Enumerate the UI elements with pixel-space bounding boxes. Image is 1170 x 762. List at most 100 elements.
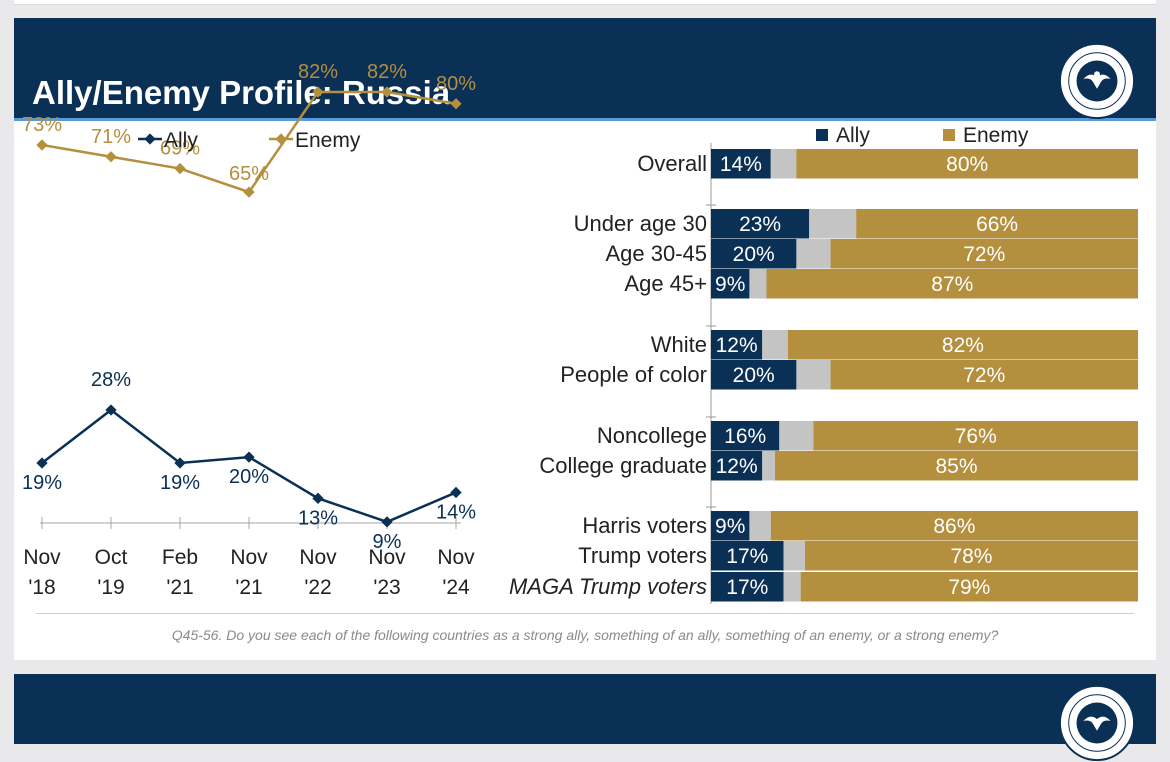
neither-bar (809, 209, 857, 239)
ally-data-label: 19% (160, 472, 200, 494)
enemy-bar (830, 360, 1138, 390)
category-label: Noncollege (597, 423, 707, 448)
enemy-bar (830, 239, 1138, 269)
enemy-bar (770, 511, 1138, 541)
enemy-data-point (450, 98, 462, 110)
ally-data-label: 28% (91, 369, 131, 391)
enemy-data-label: 65% (229, 163, 269, 185)
ally-data-label: 9% (373, 531, 402, 553)
x-tick-label-year: '24 (442, 576, 470, 599)
ally-bar (711, 269, 750, 299)
ally-data-point (450, 486, 462, 499)
ally-data-point (174, 457, 186, 469)
enemy-bar-value-label: 72% (963, 243, 1005, 266)
neither-bar (783, 541, 805, 571)
enemy-bar-value-label: 79% (948, 576, 990, 599)
enemy-legend-swatch (943, 129, 955, 141)
enemy-bar-value-label: 76% (955, 425, 997, 448)
chart-area: Nov '18 Oct '19 Feb '21 Nov '21 Nov '22 Nov '23 Nov '… (22, 61, 1138, 604)
footnote-rule (36, 613, 1134, 614)
ally-bar (711, 511, 750, 541)
enemy-data-label: 82% (298, 61, 338, 83)
neither-bar (796, 360, 831, 390)
enemy-bar-value-label: 85% (936, 455, 978, 478)
ally-bar-value-label: 20% (733, 243, 775, 266)
x-tick-label-month: Nov (230, 546, 268, 569)
ally-bar-value-label: 20% (733, 364, 775, 387)
next-slide-seal-logo (1058, 684, 1136, 762)
ally-legend-label: Ally (164, 129, 198, 152)
enemy-data-point (243, 186, 255, 198)
neither-bar (749, 511, 771, 541)
enemy-bar-value-label: 86% (933, 515, 975, 538)
ally-bar (711, 330, 763, 360)
neither-bar (770, 149, 797, 179)
neither-bar (762, 330, 788, 360)
neither-bar (762, 451, 776, 481)
ally-bar (711, 541, 784, 571)
ally-bar-value-label: 17% (726, 545, 768, 568)
category-label: Under age 30 (574, 211, 707, 236)
enemy-bar (856, 209, 1138, 239)
ally-bar-value-label: 9% (715, 273, 745, 296)
enemy-legend-label: Enemy (295, 129, 361, 152)
category-label: Harris voters (582, 513, 707, 538)
x-tick-label-year: '21 (166, 576, 193, 599)
neither-bar (779, 421, 814, 451)
category-label: College graduate (539, 453, 707, 478)
x-tick-label-month: Oct (95, 546, 128, 569)
enemy-bar (800, 572, 1138, 602)
ally-bar (711, 421, 780, 451)
x-tick-label-month: Nov (299, 546, 337, 569)
next-slide-header (14, 674, 1156, 744)
x-tick-label-month: Nov (23, 546, 61, 569)
ally-bar (711, 149, 771, 179)
enemy-bar (766, 269, 1138, 299)
enemy-bar-value-label: 66% (976, 213, 1018, 236)
enemy-data-point (36, 139, 48, 151)
category-label: Trump voters (578, 543, 707, 568)
neither-bar (783, 572, 801, 602)
ally-bar-value-label: 14% (720, 153, 762, 176)
neither-bar (796, 239, 831, 269)
category-label: Age 45+ (624, 271, 707, 296)
ally-data-point (381, 516, 393, 528)
ally-data-point (243, 451, 255, 463)
category-label: Overall (637, 151, 707, 176)
ally-data-label: 20% (229, 466, 269, 488)
ally-legend-swatch (816, 129, 828, 141)
ally-data-point (312, 492, 324, 504)
category-label: MAGA Trump voters (509, 574, 707, 599)
enemy-bar (787, 330, 1138, 360)
enemy-data-label: 82% (367, 61, 407, 83)
ally-bar-value-label: 16% (724, 425, 766, 448)
ally-bar (711, 209, 810, 239)
x-tick-label-year: '23 (373, 576, 400, 599)
ally-legend-marker (144, 133, 156, 145)
ally-bar (711, 572, 784, 602)
enemy-bar-value-label: 82% (942, 334, 984, 357)
enemy-bar (804, 541, 1138, 571)
enemy-bar (775, 451, 1138, 481)
enemy-bar-value-label: 78% (950, 545, 992, 568)
enemy-bar (796, 149, 1138, 179)
enemy-data-point (105, 151, 117, 163)
x-tick-label-month: Nov (437, 546, 475, 569)
enemy-bar-value-label: 87% (931, 273, 973, 296)
category-label: People of color (560, 362, 707, 387)
enemy-bar-value-label: 72% (963, 364, 1005, 387)
x-tick-label-year: '22 (304, 576, 331, 599)
slide: Ally/Enemy Profile: Russia Nov '18 Oct '19 F… (14, 18, 1156, 660)
neither-bar (749, 269, 767, 299)
previous-slide (14, 0, 1156, 5)
ally-data-label: 13% (298, 507, 338, 529)
ally-bar (711, 239, 797, 269)
enemy-data-point (174, 162, 186, 175)
header-accent-rule (14, 118, 1156, 121)
enemy-data-label: 80% (436, 73, 476, 95)
x-tick-label-year: '19 (97, 576, 124, 599)
reagan-foundation-seal-logo (1058, 42, 1136, 120)
footnote: Q45-56. Do you see each of the following… (171, 627, 999, 643)
x-tick-label-year: '18 (28, 576, 55, 599)
x-tick-label-month: Feb (162, 546, 198, 569)
